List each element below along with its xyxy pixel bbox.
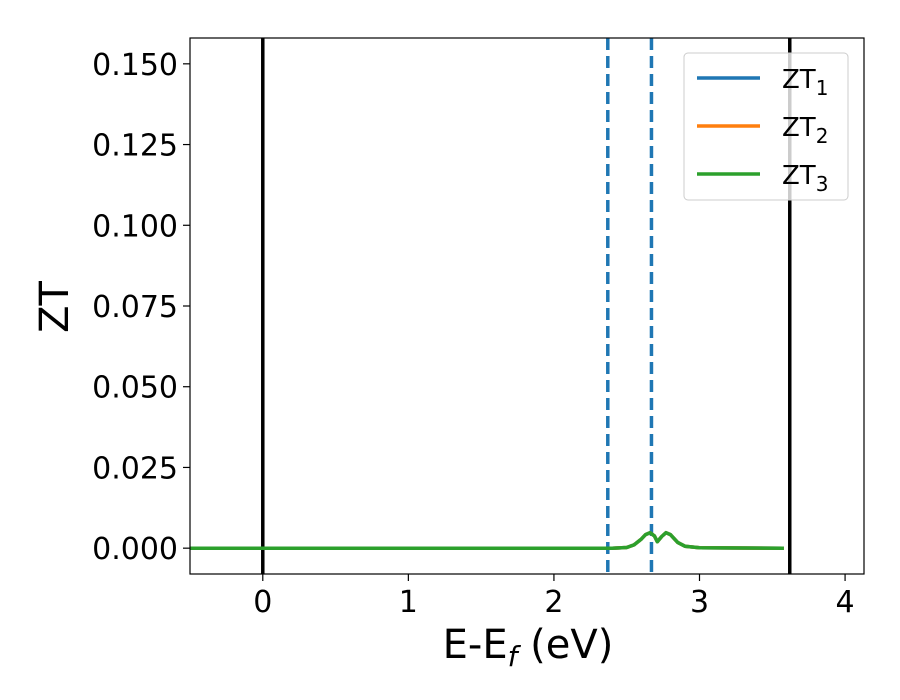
x-tick-label: 3 [690, 585, 709, 620]
series-line-3 [190, 530, 784, 550]
legend-label-3: ZT3 [782, 161, 828, 196]
x-tick-label: 0 [253, 585, 272, 620]
y-tick-label: 0.000 [92, 532, 178, 567]
y-tick-label: 0.100 [92, 209, 178, 244]
legend-label-1: ZT1 [782, 65, 828, 100]
legend-box [683, 52, 849, 201]
y-tick-label: 0.025 [92, 451, 178, 486]
y-tick-label: 0.075 [92, 290, 178, 325]
x-tick-label: 1 [399, 585, 418, 620]
x-axis-label: E-Ef (eV) [443, 622, 614, 673]
y-tick-label: 0.050 [92, 371, 178, 406]
series-lines [190, 530, 784, 550]
x-tick-label: 2 [544, 585, 563, 620]
x-axis-ticks: 0 1 2 3 4 [253, 574, 855, 620]
y-axis-ticks: 0.000 0.025 0.050 0.075 0.100 0.125 0.150 [92, 48, 190, 567]
legend: ZT1 ZT2 ZT3 [683, 52, 849, 201]
x-tick-label: 4 [836, 585, 855, 620]
y-tick-label: 0.150 [92, 48, 178, 83]
legend-label-2: ZT2 [782, 113, 828, 148]
y-tick-label: 0.125 [92, 129, 178, 164]
y-axis-label: ZT [32, 281, 78, 333]
